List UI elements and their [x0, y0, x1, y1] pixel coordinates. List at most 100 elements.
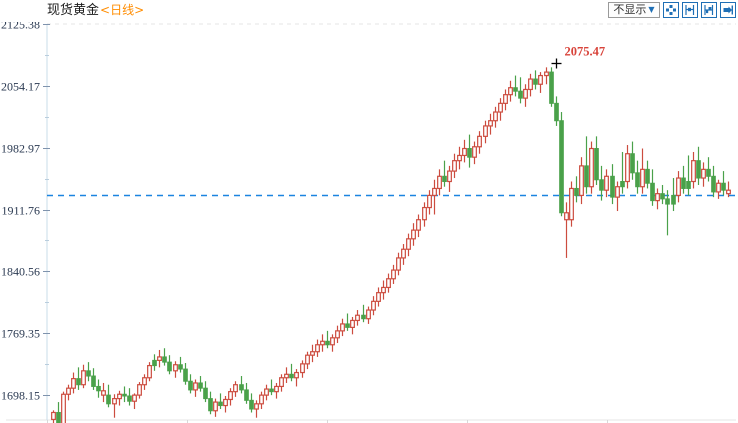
- candle: [477, 131, 482, 154]
- candle: [259, 391, 264, 410]
- candle: [178, 356, 183, 373]
- candle: [188, 374, 193, 394]
- candle: [269, 379, 274, 396]
- candle: [640, 148, 645, 194]
- candle: [228, 388, 233, 406]
- candle: [533, 70, 538, 90]
- candle: [86, 362, 91, 382]
- candle: [371, 296, 376, 316]
- y-tick-label: 1840.56: [1, 265, 40, 279]
- candle: [81, 364, 86, 389]
- candle: [340, 318, 345, 337]
- candle: [589, 141, 594, 194]
- chart-plot-area[interactable]: 2125.38 2054.17 1982.97 1911.76 1840.56 1769.…: [0, 22, 738, 423]
- candle: [320, 334, 325, 352]
- candle: [233, 381, 238, 397]
- candle: [167, 355, 172, 375]
- candle: [350, 316, 355, 335]
- candle: [447, 165, 452, 192]
- candle: [584, 136, 589, 194]
- indicator-dropdown-value: 不显示: [613, 3, 647, 16]
- candle: [284, 367, 289, 383]
- candle: [564, 202, 569, 258]
- candle: [117, 390, 122, 406]
- candle: [381, 280, 386, 300]
- candle: [391, 264, 396, 284]
- candle: [366, 306, 371, 324]
- candle: [376, 287, 381, 307]
- candle: [157, 349, 162, 368]
- candle: [96, 379, 101, 398]
- jump-to-end-icon[interactable]: [720, 2, 736, 18]
- candle: [127, 388, 132, 406]
- y-axis-labels: 2125.38 2054.17 1982.97 1911.76 1840.56 1769.…: [1, 22, 40, 403]
- candle: [218, 393, 223, 410]
- y-axis-ticks: [43, 24, 50, 396]
- candle: [239, 376, 244, 394]
- period-label: <日线>: [100, 3, 145, 17]
- candle: [315, 339, 320, 357]
- candle: [498, 98, 503, 121]
- candle: [223, 395, 228, 413]
- candle: [620, 151, 625, 194]
- candle: [264, 384, 269, 401]
- candle: [472, 141, 477, 165]
- y-tick-label: 1982.97: [1, 142, 40, 156]
- candle: [147, 362, 152, 382]
- measure-right-icon[interactable]: [701, 2, 717, 18]
- candle: [122, 386, 127, 403]
- candle: [549, 67, 554, 107]
- candle: [706, 157, 711, 182]
- candle: [71, 372, 76, 394]
- candle: [528, 73, 533, 97]
- candle: [213, 398, 218, 417]
- candle: [274, 382, 279, 399]
- y-tick-label: 1911.76: [1, 204, 40, 218]
- candle: [594, 136, 599, 185]
- candle: [106, 384, 111, 408]
- candle: [203, 381, 208, 403]
- candle: [625, 145, 630, 189]
- candle: [523, 84, 528, 107]
- indicator-dropdown[interactable]: 不显示 ▼: [608, 2, 660, 18]
- candle: [554, 96, 559, 126]
- candle: [294, 369, 299, 387]
- candle: [345, 313, 350, 331]
- candle: [91, 368, 96, 390]
- candle: [671, 178, 676, 212]
- measure-left-icon[interactable]: [682, 2, 698, 18]
- candle: [193, 379, 198, 397]
- candle: [427, 190, 432, 215]
- candle: [721, 171, 726, 196]
- candle: [686, 155, 691, 196]
- plot-frame: [6, 23, 736, 423]
- candle: [112, 394, 117, 418]
- y-tick-label: 1698.15: [1, 389, 40, 403]
- high-marker-icon: [551, 58, 562, 69]
- candlestick-svg[interactable]: 2125.38 2054.17 1982.97 1911.76 1840.56 1769.…: [0, 22, 738, 423]
- candle: [76, 367, 81, 390]
- chart-title: 现货黄金<日线>: [47, 1, 144, 20]
- candle: [325, 330, 330, 349]
- crosshair-move-icon[interactable]: [663, 2, 679, 18]
- candle: [630, 141, 635, 180]
- candle: [289, 363, 294, 382]
- candle: [513, 75, 518, 97]
- candle: [335, 325, 340, 344]
- candle: [101, 382, 106, 403]
- chart-header: 现货黄金<日线> 不显示 ▼: [0, 0, 738, 22]
- candle: [310, 344, 315, 363]
- candle-series: [51, 67, 731, 423]
- candle: [300, 360, 305, 378]
- y-tick-label: 1769.35: [1, 327, 40, 341]
- candle: [559, 112, 564, 217]
- candle: [645, 160, 650, 189]
- candle: [411, 223, 416, 246]
- candle: [437, 169, 442, 196]
- chevron-down-icon: ▼: [648, 5, 655, 14]
- chart-toolbar: 不显示 ▼: [608, 2, 736, 18]
- candle: [162, 348, 167, 366]
- high-price-label: 2075.47: [565, 45, 606, 59]
- candle: [173, 361, 178, 378]
